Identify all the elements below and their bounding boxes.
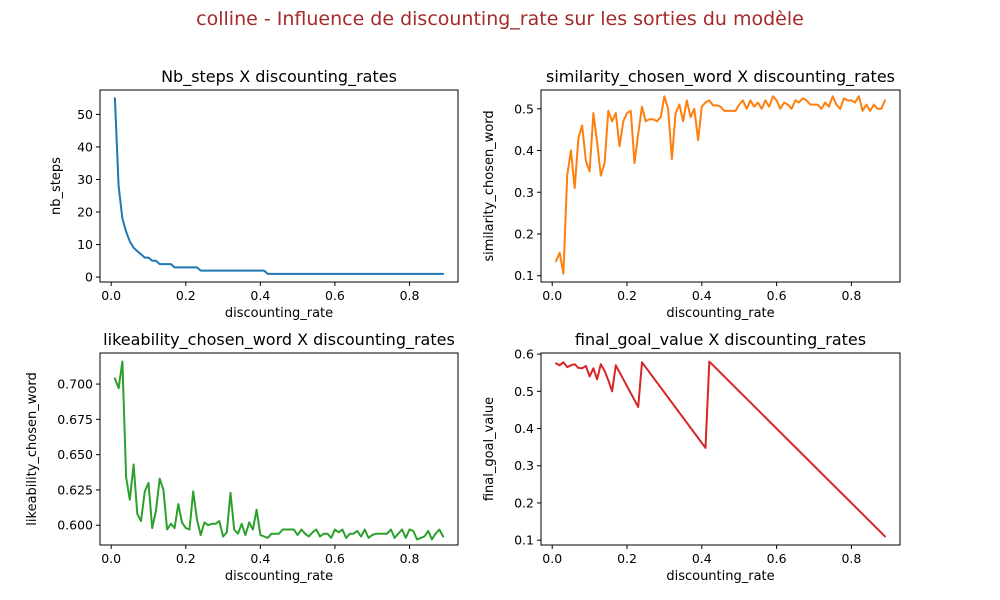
y-axis-label: final_goal_value <box>482 397 497 501</box>
x-tick-label: 0.8 <box>841 551 861 566</box>
x-tick-label: 0.0 <box>101 551 121 566</box>
x-tick-label: 0.4 <box>692 551 712 566</box>
figure-title: colline - Influence de discounting_rate … <box>196 8 804 30</box>
plot-final-goal: 0.0 0.2 0.4 0.6 0.8 0.1 0.2 0.3 0.4 0.5 0.6 final_g… <box>482 330 901 584</box>
y-tick-label: 0.625 <box>57 482 93 497</box>
series-line-similarity <box>555 95 886 275</box>
subplot-title: similarity_chosen_word X discounting_rat… <box>546 67 895 87</box>
axes-frame-final-goal <box>540 352 901 546</box>
axes-frame-likeability <box>99 352 459 546</box>
x-tick-label: 0.2 <box>617 551 637 566</box>
plot-likeability: 0.0 0.2 0.4 0.6 0.8 0.600 0.625 0.650 0.675 0.700… <box>25 330 459 584</box>
x-tick-label: 0.4 <box>250 551 270 566</box>
subplot-title: likeability_chosen_word X discounting_ra… <box>103 330 455 350</box>
y-tick-label: 0.3 <box>514 458 534 473</box>
axes-frame-nb-steps <box>99 89 459 283</box>
x-tick-label: 0.0 <box>542 288 562 303</box>
y-tick-label: 20 <box>77 205 93 220</box>
y-tick-label: 0.2 <box>514 227 534 242</box>
x-tick-label: 0.8 <box>400 288 420 303</box>
subplot-title: Nb_steps X discounting_rates <box>161 67 397 87</box>
x-tick-label: 0.2 <box>617 288 637 303</box>
y-tick-label: 0.2 <box>514 495 534 510</box>
y-tick-label: 0.675 <box>57 412 93 427</box>
y-tick-label: 40 <box>77 139 93 154</box>
y-axis-label: similarity_chosen_word <box>482 110 497 261</box>
series-line-final-goal <box>555 360 886 538</box>
x-axis-label: discounting_rate <box>666 306 774 321</box>
x-tick-label: 0.2 <box>176 551 196 566</box>
x-tick-label: 0.6 <box>325 551 345 566</box>
series-line-nb-steps <box>113 97 445 275</box>
y-axis-label: likeability_chosen_word <box>25 372 40 525</box>
plot-similarity: 0.0 0.2 0.4 0.6 0.8 0.1 0.2 0.3 0.4 0.5 similarity… <box>482 67 901 321</box>
x-tick-label: 0.0 <box>542 551 562 566</box>
y-tick-label: 0.4 <box>514 143 534 158</box>
y-tick-label: 0.3 <box>514 185 534 200</box>
x-axis-label: discounting_rate <box>225 306 333 321</box>
x-tick-label: 0.4 <box>250 288 270 303</box>
x-tick-label: 0.0 <box>101 288 121 303</box>
y-axis-label: nb_steps <box>49 157 64 215</box>
x-tick-label: 0.6 <box>767 288 787 303</box>
y-tick-label: 0.1 <box>514 533 534 548</box>
x-tick-label: 0.8 <box>841 288 861 303</box>
y-tick-label: 0.5 <box>514 384 534 399</box>
series-line-likeability <box>113 360 445 541</box>
x-tick-label: 0.2 <box>176 288 196 303</box>
y-tick-label: 0.700 <box>57 377 93 392</box>
y-tick-label: 0.600 <box>57 518 93 533</box>
x-axis-label: discounting_rate <box>225 569 333 584</box>
x-tick-label: 0.8 <box>400 551 420 566</box>
y-tick-label: 10 <box>77 237 93 252</box>
subplot-title: final_goal_value X discounting_rates <box>575 330 866 350</box>
y-tick-label: 30 <box>77 172 93 187</box>
y-tick-label: 0.650 <box>57 447 93 462</box>
x-tick-label: 0.6 <box>767 551 787 566</box>
plot-nb-steps: 0.0 0.2 0.4 0.6 0.8 0 10 20 30 40 50 Nb_steps X dis… <box>49 67 459 321</box>
x-tick-label: 0.6 <box>325 288 345 303</box>
axes-frame-similarity <box>540 89 901 283</box>
x-tick-label: 0.4 <box>692 288 712 303</box>
y-tick-label: 0.5 <box>514 101 534 116</box>
y-tick-label: 0.4 <box>514 421 534 436</box>
x-axis-label: discounting_rate <box>666 569 774 584</box>
y-tick-label: 0 <box>85 270 93 285</box>
y-tick-label: 0.1 <box>514 268 534 283</box>
y-tick-label: 50 <box>77 107 93 122</box>
y-tick-label: 0.6 <box>514 347 534 362</box>
